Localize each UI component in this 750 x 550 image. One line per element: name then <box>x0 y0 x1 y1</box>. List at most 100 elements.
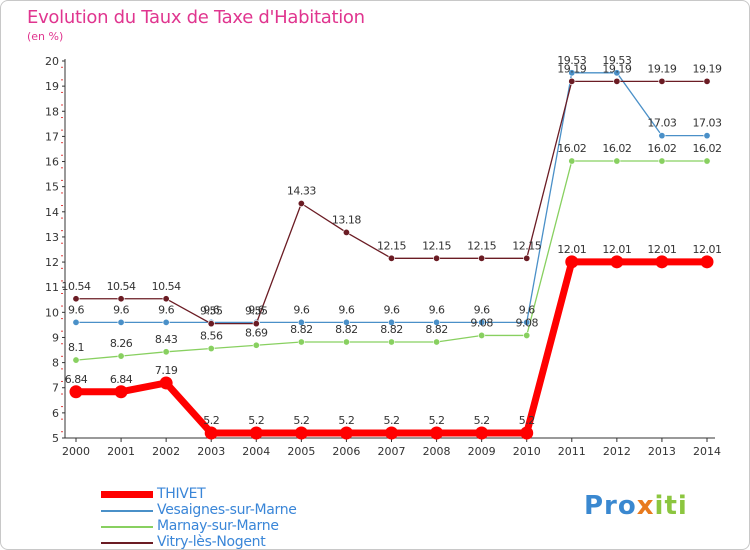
data-label: 9.6 <box>248 303 264 316</box>
data-label: 8.82 <box>425 323 448 336</box>
data-label: 6.84 <box>110 373 133 386</box>
series-point <box>252 320 260 328</box>
data-label: 9.6 <box>113 303 129 316</box>
x-tick-label: 2002 <box>152 445 180 458</box>
series-point <box>387 254 395 262</box>
data-label: 19.53 <box>602 54 631 67</box>
series-point <box>475 426 489 440</box>
data-label: 9.6 <box>384 303 400 316</box>
series-point <box>72 356 80 364</box>
series-point <box>339 426 353 440</box>
x-tick-label: 2006 <box>332 445 360 458</box>
data-label: 8.82 <box>335 323 358 336</box>
series-point <box>568 157 576 165</box>
y-tick-label: 14 <box>45 206 59 219</box>
chart-series <box>69 69 714 440</box>
series-point <box>658 77 666 85</box>
series-point <box>207 320 215 328</box>
series-point <box>117 352 125 360</box>
x-tick-label: 2000 <box>62 445 90 458</box>
data-label: 5.2 <box>293 414 309 427</box>
y-tick-label: 10 <box>45 306 59 319</box>
y-tick-label: 20 <box>45 55 59 68</box>
chart-axes: 5 6 7 8 9 10 11 12 13 14 15 16 17 18 19 20 2000 2001 2002 2… <box>45 55 721 458</box>
chart-data-labels: 6.84 6.84 7.19 5.2 5.2 5.2 5.2 5.2 5.2 5.2 5.2 12.0… <box>62 54 723 427</box>
y-tick-label: 7 <box>52 382 59 395</box>
data-label: 16.02 <box>602 142 631 155</box>
data-label: 9.6 <box>293 303 309 316</box>
data-label: 10.54 <box>107 280 136 293</box>
series-point <box>433 318 441 326</box>
data-label: 5.2 <box>248 414 264 427</box>
legend-label: Vitry-lès-Nogent <box>157 534 266 550</box>
series-point <box>72 295 80 303</box>
data-label: 9.6 <box>68 303 84 316</box>
data-label: 17.03 <box>693 117 722 130</box>
legend-swatch <box>101 542 153 544</box>
x-tick-label: 2005 <box>287 445 315 458</box>
data-label: 8.43 <box>155 333 178 346</box>
data-label: 12.15 <box>377 239 406 252</box>
series-point <box>655 255 669 269</box>
series-point <box>162 348 170 356</box>
data-label: 12.15 <box>512 239 541 252</box>
data-label: 8.82 <box>290 323 313 336</box>
series-point <box>568 69 576 77</box>
data-label: 19.19 <box>557 62 586 75</box>
series-point <box>523 318 531 326</box>
data-label: 9.6 <box>203 303 219 316</box>
data-label: 16.02 <box>557 142 586 155</box>
data-label: 9.6 <box>429 303 445 316</box>
series-point <box>523 254 531 262</box>
data-label: 9.08 <box>515 316 538 329</box>
line-chart: 5 6 7 8 9 10 11 12 13 14 15 16 17 18 19 20 2000 2001 2002 2… <box>45 54 723 458</box>
series-point <box>207 345 215 353</box>
series-point <box>520 426 534 440</box>
y-tick-label: 9 <box>52 331 59 344</box>
series-point <box>159 376 173 390</box>
series-point <box>252 341 260 349</box>
data-label: 16.02 <box>693 142 722 155</box>
x-tick-label: 2009 <box>468 445 496 458</box>
data-label: 8.1 <box>68 341 84 354</box>
data-label: 9.6 <box>338 303 354 316</box>
data-label: 17.03 <box>647 117 676 130</box>
data-label: 5.2 <box>519 414 535 427</box>
data-label: 5.2 <box>429 414 445 427</box>
x-tick-label: 2001 <box>107 445 135 458</box>
data-label: 9.6 <box>474 303 490 316</box>
y-tick-label: 12 <box>45 256 59 269</box>
series-point <box>297 338 305 346</box>
data-label: 5.2 <box>384 414 400 427</box>
data-label: 9.08 <box>470 316 493 329</box>
series-point <box>162 318 170 326</box>
legend-label: Marnay-sur-Marne <box>157 518 279 534</box>
series-point <box>72 318 80 326</box>
series-point <box>297 200 305 208</box>
brand-logo: Proxiti <box>584 491 688 521</box>
data-label: 5.2 <box>338 414 354 427</box>
data-label: 19.53 <box>557 54 586 67</box>
legend-swatch <box>101 526 153 528</box>
series-point <box>117 295 125 303</box>
data-label: 8.82 <box>380 323 403 336</box>
series-point <box>342 338 350 346</box>
legend-swatch <box>101 510 153 512</box>
data-label: 7.19 <box>155 364 178 377</box>
series-point <box>613 77 621 85</box>
series-point <box>613 157 621 165</box>
data-label: 19.19 <box>602 62 631 75</box>
data-label: 12.15 <box>422 239 451 252</box>
series-point <box>703 77 711 85</box>
y-tick-label: 15 <box>45 181 59 194</box>
data-label: 5.2 <box>474 414 490 427</box>
series-point <box>387 338 395 346</box>
x-tick-label: 2010 <box>513 445 541 458</box>
chart-unit: (en %) <box>27 30 64 43</box>
series-point <box>342 318 350 326</box>
legend-label: THIVET <box>157 486 206 502</box>
series-point <box>523 331 531 339</box>
series-point <box>613 69 621 77</box>
data-label: 13.18 <box>332 213 361 226</box>
y-tick-label: 17 <box>45 130 59 143</box>
